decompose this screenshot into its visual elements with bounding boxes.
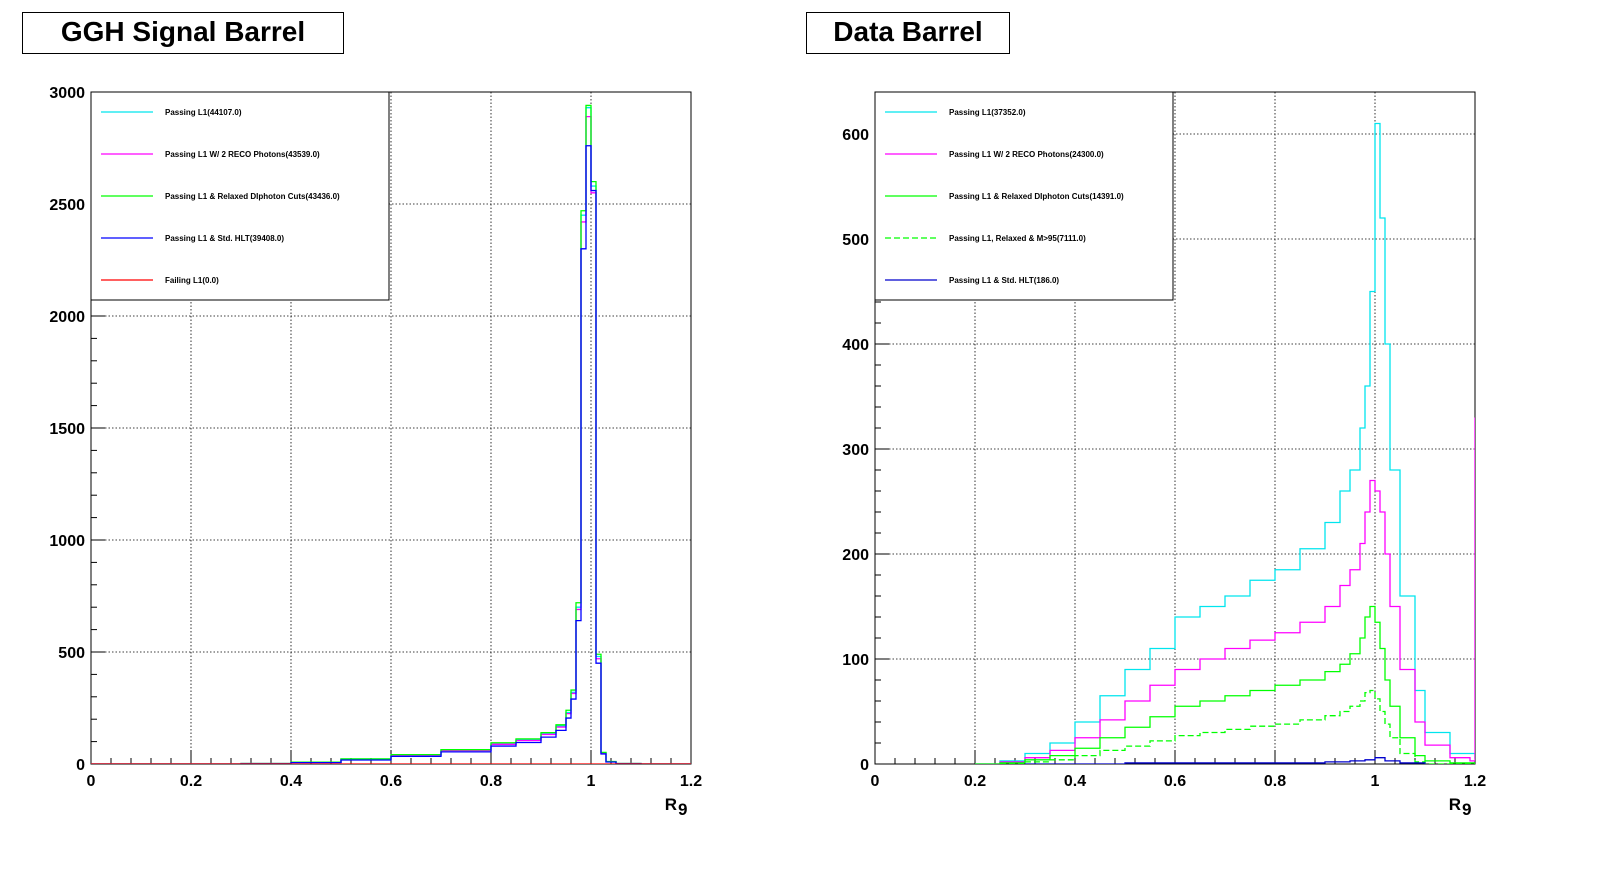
x-tick-label: 0.8	[480, 773, 502, 790]
x-tick-label: 1.2	[680, 773, 702, 790]
x-tick-label: 0.6	[380, 773, 402, 790]
x-tick-label: 0.4	[280, 773, 302, 790]
series-line	[91, 115, 691, 764]
y-tick-label: 2500	[49, 197, 85, 214]
series-line	[1025, 757, 1426, 764]
y-tick-label: 1000	[49, 533, 85, 550]
y-tick-label: 0	[76, 757, 85, 774]
y-tick-label: 600	[842, 127, 869, 144]
legend-label: Failing L1(0.0)	[165, 276, 219, 285]
legend-box	[874, 91, 1174, 301]
y-tick-label: 0	[860, 757, 869, 774]
y-tick-label: 500	[842, 232, 869, 249]
plot-frame	[90, 91, 692, 765]
legend-label: Passing L1(44107.0)	[165, 108, 242, 117]
chart-panel: 0 0.2 0.4 0.6 0.8 1 1.2 0 500 1000 1500 2000 2500 300…	[49, 85, 702, 819]
y-tick-label: 1500	[49, 421, 85, 438]
x-axis-title: R	[665, 795, 677, 814]
plot-frame	[874, 91, 1476, 765]
y-tick-label: 500	[58, 645, 85, 662]
series-line	[91, 107, 691, 764]
y-tick-label: 2000	[49, 309, 85, 326]
x-axis-title-subscript: 9	[1462, 800, 1471, 819]
chart-panel: 0 0.2 0.4 0.6 0.8 1 1.2 0 100 200 300 400 500 600 R 9 Pa…	[842, 91, 1486, 819]
legend: Passing L1(44107.0) Passing L1 W/ 2 RECO …	[90, 91, 390, 301]
legend-label: Passing L1 W/ 2 RECO Photons(24300.0)	[949, 150, 1104, 159]
series-line	[1000, 689, 1475, 764]
series-line	[975, 122, 1475, 764]
chart-title: GGH Signal Barrel	[22, 12, 344, 54]
x-tick-label: 0	[871, 773, 880, 790]
y-tick-label: 400	[842, 337, 869, 354]
y-tick-label: 300	[842, 442, 869, 459]
legend-label: Passing L1 & Relaxed DIphoton Cuts(14391…	[949, 192, 1124, 201]
y-tick-label: 100	[842, 652, 869, 669]
x-tick-label: 0.2	[964, 773, 986, 790]
series-line	[91, 145, 691, 764]
legend-label: Passing L1 & Std. HLT(186.0)	[949, 276, 1059, 285]
chart-title: Data Barrel	[806, 12, 1010, 54]
series-line	[975, 417, 1475, 764]
x-tick-label: 0.6	[1164, 773, 1186, 790]
series-line	[91, 104, 691, 764]
legend-label: Passing L1(37352.0)	[949, 108, 1026, 117]
legend-label: Passing L1 & Relaxed DIphoton Cuts(43436…	[165, 192, 340, 201]
y-tick-label: 200	[842, 547, 869, 564]
x-tick-label: 0.2	[180, 773, 202, 790]
legend: Passing L1(37352.0) Passing L1 W/ 2 RECO …	[874, 91, 1174, 301]
x-axis-title: R	[1449, 795, 1461, 814]
x-tick-label: 1	[1371, 773, 1380, 790]
x-tick-label: 1.2	[1464, 773, 1486, 790]
legend-label: Passing L1 W/ 2 RECO Photons(43539.0)	[165, 150, 320, 159]
x-axis-title-subscript: 9	[678, 800, 687, 819]
legend-label: Passing L1 & Std. HLT(39408.0)	[165, 234, 284, 243]
x-tick-label: 0.8	[1264, 773, 1286, 790]
legend-label: Passing L1, Relaxed & M>95(7111.0)	[949, 234, 1086, 243]
x-tick-label: 1	[587, 773, 596, 790]
legend-box	[90, 91, 390, 301]
x-tick-label: 0	[87, 773, 96, 790]
x-tick-label: 0.4	[1064, 773, 1086, 790]
y-tick-label: 3000	[49, 85, 85, 102]
series-line	[975, 605, 1475, 764]
